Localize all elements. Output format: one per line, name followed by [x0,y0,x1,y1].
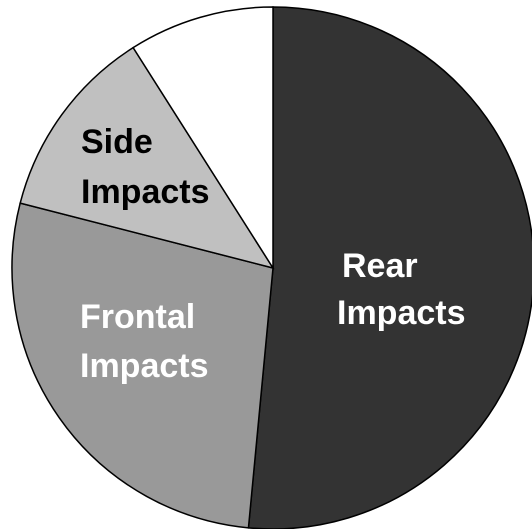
pie-slices [11,6,532,529]
slice-label-rear-line-1: Rear [342,247,418,285]
slice-label-frontal-line-1: Frontal [80,298,195,336]
pie-labels: Rear Impacts Frontal Impacts Side Impacts [80,123,466,385]
slice-label-side-line-1: Side [81,123,153,161]
pie-slice-other [132,6,274,271]
pie-slice-frontal [11,202,274,529]
slice-label-frontal-line-2: Impacts [80,347,209,385]
slice-label-side-line-2: Impacts [81,173,210,211]
slice-label-rear-line-2: Impacts [337,294,466,332]
pie-slice-rear [247,6,532,529]
pie-slice-side [19,46,275,270]
